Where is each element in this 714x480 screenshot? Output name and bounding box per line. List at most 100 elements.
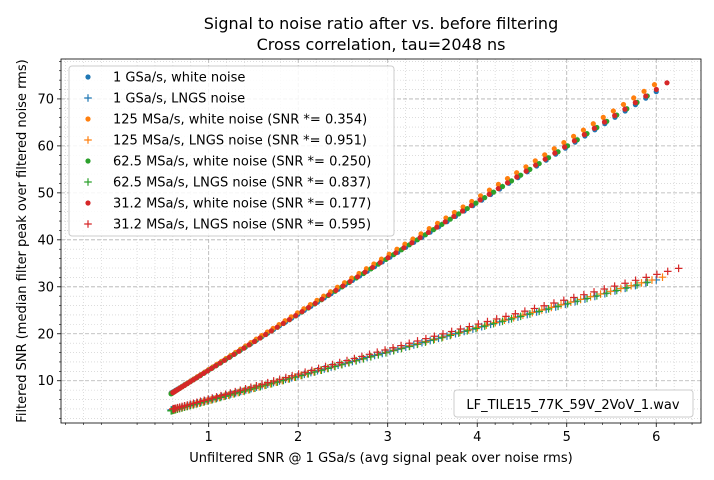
data-point	[590, 121, 596, 127]
data-point	[200, 370, 207, 377]
data-point	[186, 400, 195, 408]
data-point	[542, 156, 548, 162]
legend-item: 31.2 MSa/s, white noise (SNR *= 0.177)	[85, 197, 371, 212]
data-point	[451, 213, 457, 220]
data-point	[217, 360, 223, 366]
data-point	[282, 373, 290, 382]
data-point	[464, 326, 473, 334]
data-point	[621, 279, 629, 288]
data-point	[350, 354, 359, 363]
data-point	[288, 372, 296, 380]
data-point	[299, 308, 305, 315]
legend-items: 1 GSa/s, white noise 1 GSa/s, LNGS noise 1…	[84, 71, 371, 233]
data-point	[298, 371, 306, 380]
data-point	[491, 318, 500, 327]
legend-marker	[84, 94, 92, 102]
data-point	[358, 352, 366, 361]
data-point	[653, 86, 659, 93]
legend-label: 125 MSa/s, LNGS noise (SNR *= 0.951)	[113, 134, 367, 149]
data-point	[263, 378, 272, 387]
data-point	[518, 172, 524, 178]
data-point	[409, 240, 415, 246]
data-point	[204, 395, 212, 404]
legend-marker	[84, 136, 92, 144]
data-point	[443, 332, 451, 340]
data-point	[442, 219, 448, 225]
data-point	[369, 264, 376, 271]
data-point	[456, 211, 462, 217]
legend-item: 125 MSa/s, LNGS noise (SNR *= 0.951)	[84, 134, 367, 149]
data-point	[508, 178, 515, 184]
data-point	[212, 363, 219, 369]
data-point	[335, 358, 344, 367]
data-point	[314, 364, 323, 373]
data-point	[601, 119, 608, 125]
data-point	[502, 312, 510, 321]
data-point	[275, 375, 284, 384]
data-point	[405, 339, 414, 348]
data-point	[377, 260, 383, 266]
data-point	[499, 183, 506, 190]
data-point	[269, 377, 278, 385]
data-point	[580, 127, 587, 133]
data-point	[247, 383, 255, 392]
y-tick-label: 60	[37, 139, 54, 154]
data-point	[226, 389, 235, 397]
data-point	[454, 329, 463, 337]
x-tick-label: 1	[205, 430, 213, 445]
data-point	[532, 158, 538, 164]
data-point	[486, 187, 493, 193]
plot-frame	[60, 58, 702, 424]
data-point	[653, 270, 661, 279]
data-point	[286, 316, 293, 323]
data-point	[627, 281, 635, 290]
data-point	[651, 82, 658, 88]
data-point	[516, 312, 525, 321]
data-point	[482, 321, 491, 329]
legend-item: 62.5 MSa/s, white noise (SNR *= 0.250)	[85, 155, 371, 170]
data-point	[410, 341, 418, 349]
data-point	[401, 343, 410, 351]
data-point	[460, 204, 466, 210]
data-point	[438, 333, 446, 342]
data-point	[492, 315, 501, 323]
data-point	[464, 205, 470, 212]
data-point	[569, 293, 578, 302]
data-point	[308, 366, 316, 375]
legend-marker	[84, 220, 92, 228]
data-point	[580, 290, 588, 299]
data-point	[563, 299, 572, 308]
data-point	[523, 164, 529, 170]
y-axis-label: Filtered SNR (median filter peak over fi…	[15, 59, 30, 422]
data-point	[540, 301, 548, 310]
data-point	[268, 328, 274, 334]
data-point	[221, 357, 227, 363]
data-point	[664, 80, 670, 86]
data-point	[236, 386, 245, 395]
data-point	[511, 309, 520, 318]
data-point	[606, 287, 615, 296]
data-point	[347, 278, 353, 285]
data-point	[490, 189, 497, 195]
data-point	[463, 327, 472, 335]
data-point	[274, 324, 280, 330]
data-point	[674, 264, 683, 273]
data-point	[602, 289, 611, 297]
y-tick-label: 10	[37, 374, 54, 389]
legend: 1 GSa/s, white noise 1 GSa/s, LNGS noise 1…	[68, 65, 395, 237]
legend-label: 1 GSa/s, LNGS noise	[113, 92, 245, 107]
data-point	[617, 284, 625, 293]
data-point	[530, 304, 539, 313]
data-point	[486, 191, 492, 197]
data-point	[451, 209, 458, 216]
data-point	[425, 229, 431, 236]
data-point	[550, 299, 558, 307]
data-point	[217, 391, 225, 400]
data-point	[560, 296, 568, 305]
data-point	[446, 331, 455, 340]
data-point	[623, 283, 631, 292]
data-point	[413, 337, 422, 345]
data-layer	[167, 80, 683, 415]
data-point	[333, 287, 339, 294]
data-point	[612, 113, 618, 119]
